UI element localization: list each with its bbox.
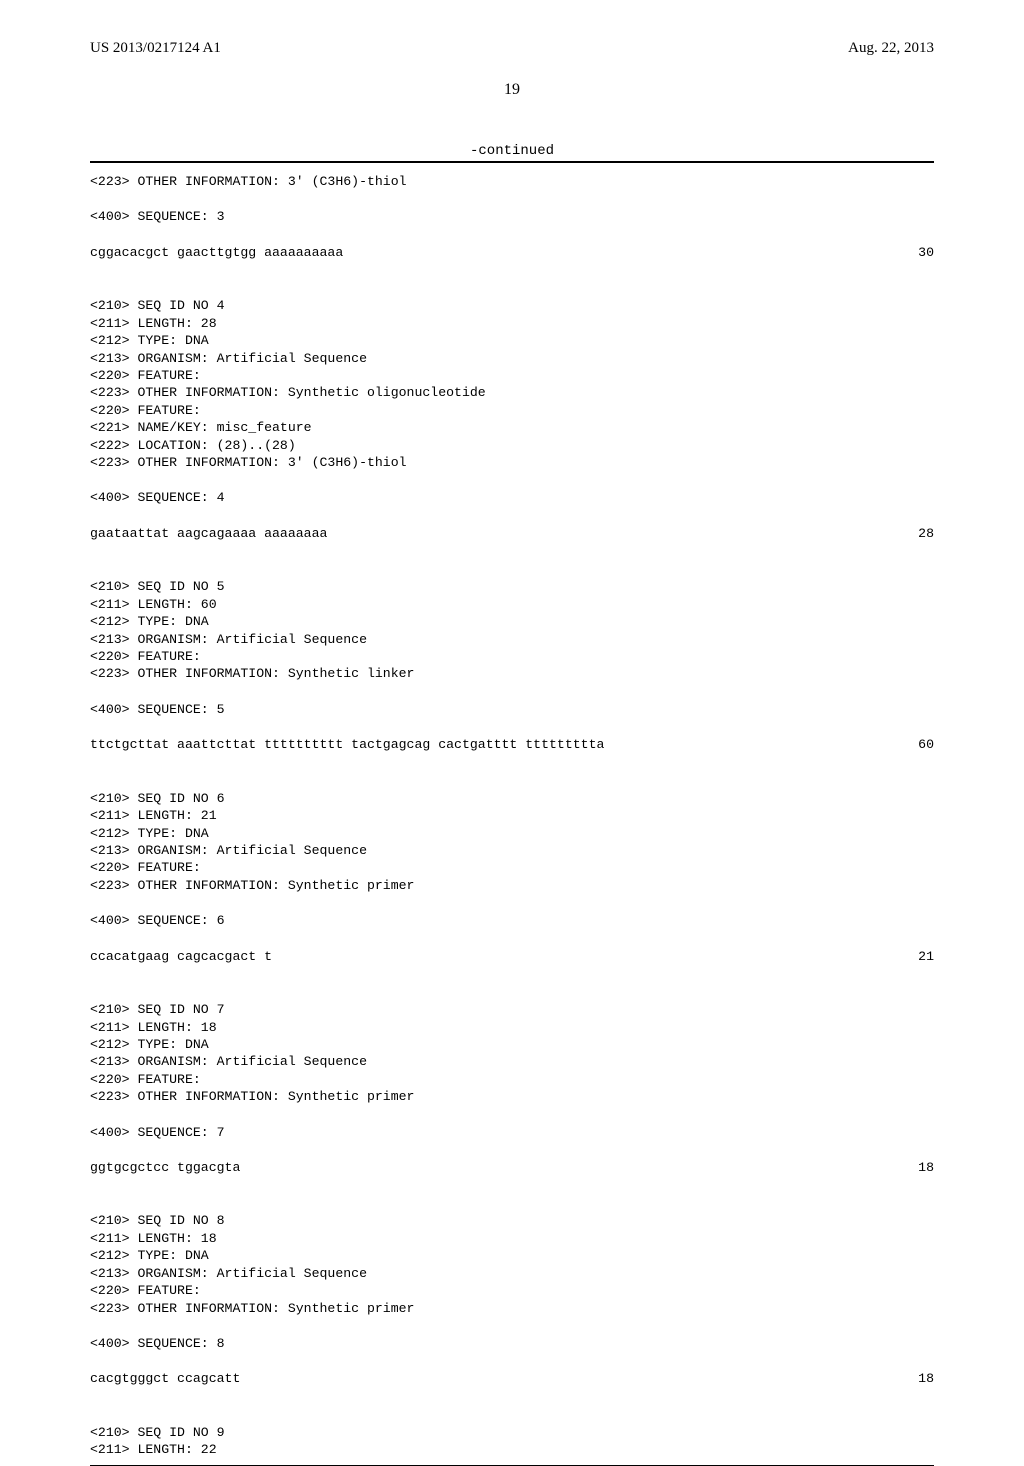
seq7-sequence-row: ggtgcgctcc tggacgta 18 [90, 1159, 934, 1176]
seq4-seq-label: <400> SEQUENCE: 4 [90, 489, 934, 506]
seq7-220: <220> FEATURE: [90, 1071, 934, 1088]
seq8-220: <220> FEATURE: [90, 1282, 934, 1299]
seq4-211: <211> LENGTH: 28 [90, 315, 934, 332]
seq8-seq-label: <400> SEQUENCE: 8 [90, 1335, 934, 1352]
page-header: US 2013/0217124 A1 Aug. 22, 2013 [90, 40, 934, 57]
seq6-223: <223> OTHER INFORMATION: Synthetic prime… [90, 877, 934, 894]
seq8-212: <212> TYPE: DNA [90, 1247, 934, 1264]
seq4-223b: <223> OTHER INFORMATION: 3' (C3H6)-thiol [90, 454, 934, 471]
seq8-223: <223> OTHER INFORMATION: Synthetic prime… [90, 1300, 934, 1317]
seq6-seq-label: <400> SEQUENCE: 6 [90, 912, 934, 929]
seq3-sequence-row: cggacacgct gaacttgtgg aaaaaaaaaa 30 [90, 244, 934, 261]
seq5-sequence-row: ttctgcttat aaattcttat tttttttttt tactgag… [90, 736, 934, 753]
seq9-211: <211> LENGTH: 22 [90, 1441, 934, 1458]
seq3-seq-label: <400> SEQUENCE: 3 [90, 208, 934, 225]
seq6-sequence-row: ccacatgaag cagcacgact t 21 [90, 948, 934, 965]
seq4-210: <210> SEQ ID NO 4 [90, 297, 934, 314]
seq6-213: <213> ORGANISM: Artificial Sequence [90, 842, 934, 859]
seq4-sequence-row: gaataattat aagcagaaaa aaaaaaaa 28 [90, 525, 934, 542]
listing-top-rule [90, 161, 934, 163]
seq8-213: <213> ORGANISM: Artificial Sequence [90, 1265, 934, 1282]
seq4-213: <213> ORGANISM: Artificial Sequence [90, 350, 934, 367]
seq4-220b: <220> FEATURE: [90, 402, 934, 419]
seq4-221: <221> NAME/KEY: misc_feature [90, 419, 934, 436]
seq6-211: <211> LENGTH: 21 [90, 807, 934, 824]
seq8-sequence-row: cacgtgggct ccagcatt 18 [90, 1370, 934, 1387]
seq6-212: <212> TYPE: DNA [90, 825, 934, 842]
seq5-seq-label: <400> SEQUENCE: 5 [90, 701, 934, 718]
seq5-length-num: 60 [918, 736, 934, 753]
seq7-211: <211> LENGTH: 18 [90, 1019, 934, 1036]
seq4-223a: <223> OTHER INFORMATION: Synthetic oligo… [90, 384, 934, 401]
seq3-sequence: cggacacgct gaacttgtgg aaaaaaaaaa [90, 244, 343, 261]
publication-date: Aug. 22, 2013 [848, 40, 934, 57]
seq5-223: <223> OTHER INFORMATION: Synthetic linke… [90, 665, 934, 682]
seq4-length-num: 28 [918, 525, 934, 542]
seq5-220: <220> FEATURE: [90, 648, 934, 665]
seq5-sequence: ttctgcttat aaattcttat tttttttttt tactgag… [90, 736, 604, 753]
seq7-212: <212> TYPE: DNA [90, 1036, 934, 1053]
seq7-sequence: ggtgcgctcc tggacgta [90, 1159, 240, 1176]
seq7-210: <210> SEQ ID NO 7 [90, 1001, 934, 1018]
seq5-211: <211> LENGTH: 60 [90, 596, 934, 613]
publication-number: US 2013/0217124 A1 [90, 40, 221, 57]
seq3-other-info: <223> OTHER INFORMATION: 3' (C3H6)-thiol [90, 173, 934, 190]
seq5-210: <210> SEQ ID NO 5 [90, 578, 934, 595]
page-number: 19 [90, 81, 934, 99]
seq7-seq-label: <400> SEQUENCE: 7 [90, 1124, 934, 1141]
seq8-210: <210> SEQ ID NO 8 [90, 1212, 934, 1229]
seq7-213: <213> ORGANISM: Artificial Sequence [90, 1053, 934, 1070]
continued-label: -continued [90, 143, 934, 159]
seq6-sequence: ccacatgaag cagcacgact t [90, 948, 272, 965]
seq9-210: <210> SEQ ID NO 9 [90, 1424, 934, 1441]
seq8-sequence: cacgtgggct ccagcatt [90, 1370, 240, 1387]
seq4-212: <212> TYPE: DNA [90, 332, 934, 349]
patent-page: US 2013/0217124 A1 Aug. 22, 2013 19 -con… [0, 0, 1024, 1320]
seq8-length-num: 18 [918, 1370, 934, 1387]
seq4-220a: <220> FEATURE: [90, 367, 934, 384]
seq4-sequence: gaataattat aagcagaaaa aaaaaaaa [90, 525, 327, 542]
seq5-213: <213> ORGANISM: Artificial Sequence [90, 631, 934, 648]
seq5-212: <212> TYPE: DNA [90, 613, 934, 630]
seq6-210: <210> SEQ ID NO 6 [90, 790, 934, 807]
seq6-length-num: 21 [918, 948, 934, 965]
seq8-211: <211> LENGTH: 18 [90, 1230, 934, 1247]
seq6-220: <220> FEATURE: [90, 859, 934, 876]
seq3-length-num: 30 [918, 244, 934, 261]
seq7-length-num: 18 [918, 1159, 934, 1176]
seq7-223: <223> OTHER INFORMATION: Synthetic prime… [90, 1088, 934, 1105]
seq4-222: <222> LOCATION: (28)..(28) [90, 437, 934, 454]
